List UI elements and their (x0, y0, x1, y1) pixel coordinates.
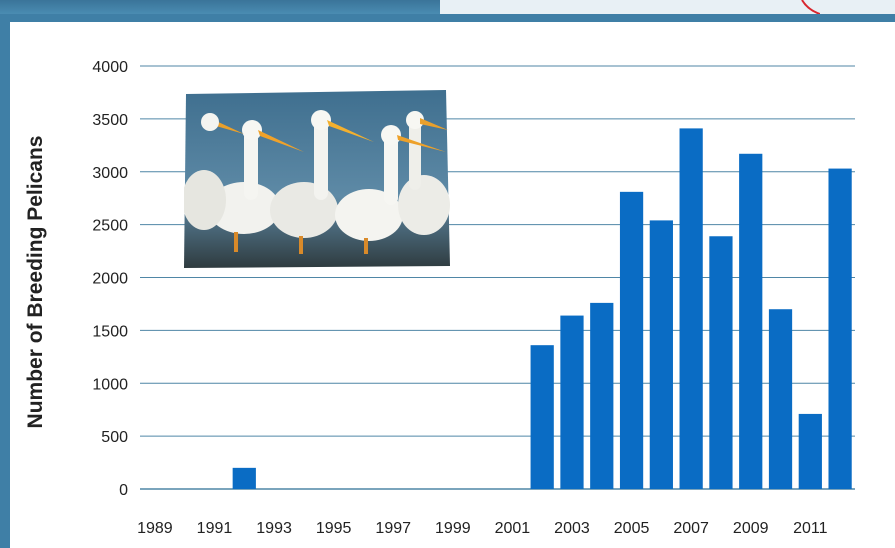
x-tick-label: 2011 (793, 520, 828, 537)
x-tick-label: 2005 (614, 520, 650, 537)
x-tick-label: 2003 (554, 520, 590, 537)
bar-2002 (530, 345, 554, 489)
x-tick-label: 2007 (673, 520, 709, 537)
y-tick-label: 2500 (92, 218, 128, 235)
x-tick-label: 1997 (375, 520, 411, 537)
pelican-photo (184, 90, 450, 268)
bar-2004 (590, 302, 614, 489)
header-band (0, 0, 440, 14)
bar-chart: 0 500 1000 1500 2000 2500 3000 3500 4000 1989 199… (24, 59, 855, 537)
x-tick-label: 1993 (256, 520, 292, 537)
y-tick-label: 3500 (92, 112, 128, 129)
x-tick-label: 1999 (435, 520, 471, 537)
y-tick-label: 4000 (92, 59, 128, 76)
y-tick-label: 2000 (92, 271, 128, 288)
bar-2005 (619, 191, 644, 489)
y-tick-labels: 0 500 1000 1500 2000 2500 3000 3500 4000 (92, 59, 128, 499)
bar-2009 (739, 153, 763, 489)
y-tick-label: 1500 (92, 323, 128, 340)
chart-panel: 0 500 1000 1500 2000 2500 3000 3500 4000 1989 199… (10, 22, 895, 548)
bar-2007 (679, 128, 703, 489)
x-tick-label: 1989 (137, 520, 173, 537)
bar-2003 (560, 315, 584, 489)
bar-1992 (232, 467, 256, 489)
bar-2006 (649, 220, 673, 489)
bars (232, 128, 852, 489)
bar-2010 (768, 309, 793, 489)
x-tick-label: 2009 (733, 520, 769, 537)
y-tick-label: 500 (101, 429, 128, 446)
x-tick-label: 1995 (316, 520, 352, 537)
x-tick-labels: 1989 1991 1993 1995 1997 1999 2001 2003 2005 2007… (137, 520, 828, 537)
header-band-light (440, 0, 895, 14)
bar-2012 (828, 168, 852, 489)
x-tick-label: 2001 (495, 520, 531, 537)
y-tick-label: 3000 (92, 165, 128, 182)
bar-2008 (709, 236, 733, 489)
x-tick-label: 1991 (197, 520, 233, 537)
y-tick-label: 0 (119, 482, 128, 499)
bar-2011 (798, 413, 822, 489)
y-tick-label: 1000 (92, 376, 128, 393)
red-swoosh-decoration (801, 0, 820, 14)
y-axis-label: Number of Breeding Pelicans (24, 136, 47, 429)
